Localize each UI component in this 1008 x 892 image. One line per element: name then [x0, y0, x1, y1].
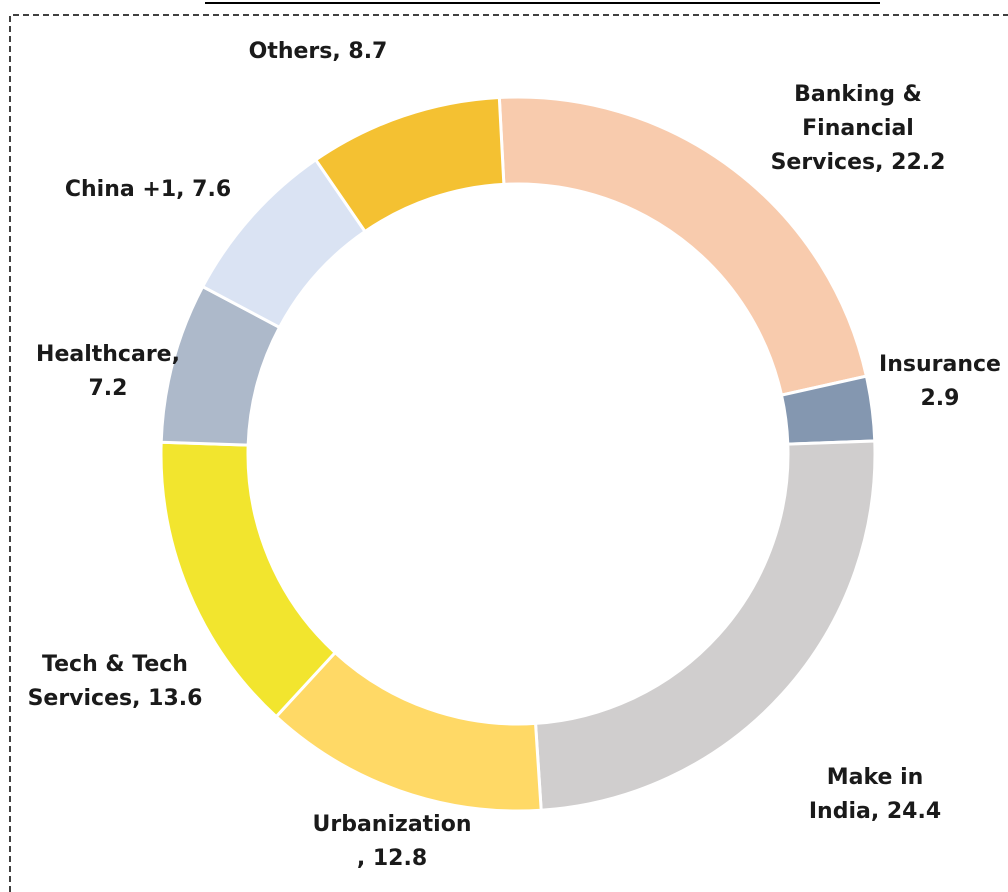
data-label-line: China +1, 7.6 [65, 177, 231, 202]
data-label-line: Tech & Tech [42, 652, 188, 677]
data-label-line: Financial [802, 116, 914, 141]
data-label: Urbanization , 12.8 [313, 812, 472, 871]
donut-segment [313, 95, 506, 234]
data-label-line: 7.2 [89, 376, 128, 401]
data-label: Healthcare, 7.2 [36, 342, 180, 401]
data-label-line: , 12.8 [357, 846, 427, 871]
data-label-line: Healthcare, [36, 342, 180, 367]
donut-segment [274, 650, 543, 813]
data-label: China +1, 7.6 [65, 177, 231, 202]
data-label-line: Make in [827, 765, 924, 790]
data-label-line: Insurance [879, 352, 1001, 377]
data-label: Others, 8.7 [249, 39, 388, 64]
data-label-line: 2.9 [921, 386, 960, 411]
data-label-line: Services, 22.2 [771, 150, 946, 175]
data-label-line: Others, 8.7 [249, 39, 388, 64]
frame-border [9, 14, 1008, 892]
donut-segment [533, 439, 877, 812]
data-label-line: Services, 13.6 [28, 686, 203, 711]
data-label: Insurance 2.9 [879, 352, 1001, 411]
data-label: Make in India, 24.4 [809, 765, 941, 824]
data-label: Banking & Financial Services, 22.2 [771, 82, 946, 175]
data-label-line: India, 24.4 [809, 799, 941, 824]
donut-segment [497, 95, 869, 397]
data-label: Tech & Tech Services, 13.6 [28, 652, 203, 711]
data-label-line: Banking & [794, 82, 922, 107]
data-label-line: Urbanization [313, 812, 472, 837]
